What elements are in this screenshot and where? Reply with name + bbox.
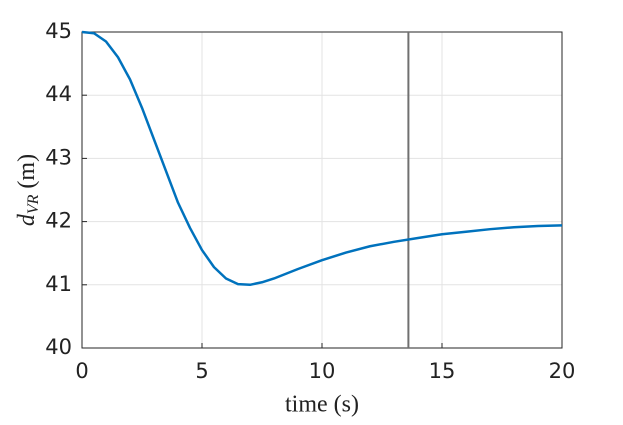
y-tick-label: 42 bbox=[45, 209, 72, 233]
x-tick-label: 15 bbox=[429, 359, 456, 383]
y-tick-label: 43 bbox=[45, 145, 72, 169]
y-label-unit: (m) bbox=[14, 154, 40, 189]
x-tick-label: 0 bbox=[75, 359, 88, 383]
y-label-symbol: d bbox=[14, 213, 40, 226]
y-label-subscript: VR bbox=[25, 194, 42, 214]
y-tick-label: 40 bbox=[45, 335, 72, 359]
x-tick-label: 5 bbox=[195, 359, 208, 383]
x-tick-label: 10 bbox=[309, 359, 336, 383]
x-tick-label: 20 bbox=[549, 359, 576, 383]
plot-frame bbox=[81, 31, 563, 349]
data-line bbox=[81, 30, 563, 287]
y-tick-label: 41 bbox=[45, 272, 72, 296]
y-axis-label: dVR (m) bbox=[14, 154, 42, 226]
y-tick-label: 44 bbox=[45, 82, 72, 106]
y-tick-label: 45 bbox=[45, 19, 72, 43]
x-axis-label: time (s) bbox=[285, 392, 359, 418]
